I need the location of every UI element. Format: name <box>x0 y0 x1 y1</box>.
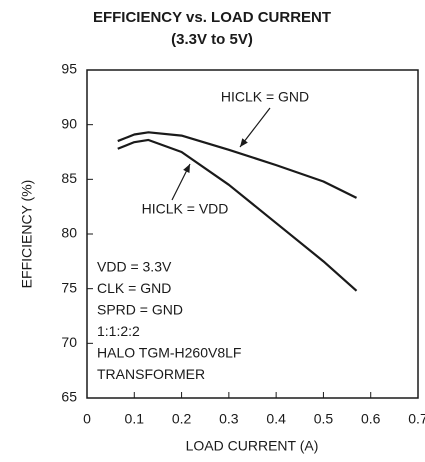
chart-title: EFFICIENCY vs. LOAD CURRENT <box>93 9 331 26</box>
annotation: CLK = GND <box>97 280 171 296</box>
x-axis-label: LOAD CURRENT (A) <box>186 438 319 454</box>
annotation: SPRD = GND <box>97 302 183 318</box>
x-tick-label: 0.1 <box>125 411 145 427</box>
chart-subtitle: (3.3V to 5V) <box>171 31 253 48</box>
series-label: HICLK = GND <box>221 89 309 105</box>
arrow-head <box>183 164 190 173</box>
y-axis-label: EFFICIENCY (%) <box>19 180 35 289</box>
y-tick-label: 80 <box>61 225 77 241</box>
x-tick-label: 0.5 <box>314 411 334 427</box>
y-tick-label: 75 <box>61 279 77 295</box>
x-tick-label: 0.2 <box>172 411 192 427</box>
series-line <box>117 138 358 292</box>
y-tick-label: 95 <box>61 61 77 77</box>
y-tick-label: 85 <box>61 170 77 186</box>
arrow-head <box>240 138 248 147</box>
x-tick-label: 0.7 <box>408 411 425 427</box>
annotation: TRANSFORMER <box>97 366 205 382</box>
y-tick-label: 65 <box>61 389 77 405</box>
x-tick-label: 0.6 <box>361 411 381 427</box>
annotation: VDD = 3.3V <box>97 259 172 275</box>
annotation: HALO TGM-H260V8LF <box>97 345 241 361</box>
series-label: HICLK = VDD <box>142 201 229 217</box>
x-tick-label: 0.4 <box>266 411 286 427</box>
y-tick-label: 70 <box>61 334 77 350</box>
annotation: 1:1:2:2 <box>97 323 140 339</box>
y-tick-label: 90 <box>61 115 77 131</box>
series-line <box>117 131 358 199</box>
x-tick-label: 0.3 <box>219 411 239 427</box>
x-tick-label: 0 <box>83 411 91 427</box>
